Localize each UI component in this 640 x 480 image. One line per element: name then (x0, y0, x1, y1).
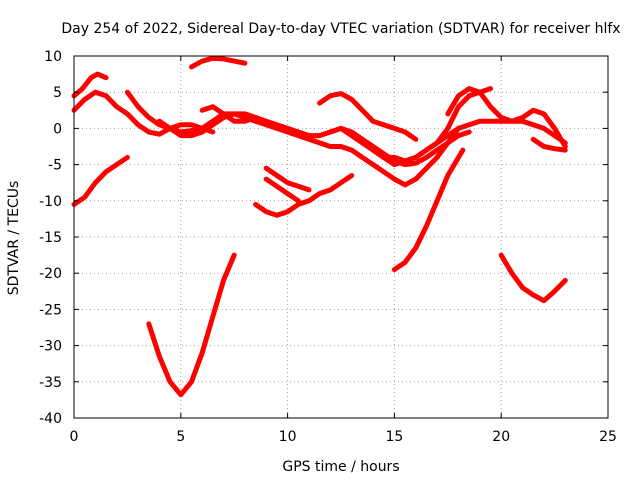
series-line-3 (71, 154, 130, 207)
series-line-15 (338, 125, 461, 188)
series-line-8 (199, 111, 269, 131)
series-line-10 (253, 173, 355, 218)
x-axis-title: GPS time / hours (282, 459, 399, 475)
y-tick-label: -20 (39, 266, 62, 282)
series-line-19 (498, 252, 568, 304)
grid-layer (74, 56, 608, 418)
axis-layer: 0 5 10 15 20 25 -40 -35 -30 -25 -20 -15 -10 -5 0 5 10 (39, 49, 617, 445)
y-tick-label: -40 (39, 411, 62, 427)
series-line-12 (263, 165, 312, 193)
series-line-20 (530, 136, 568, 153)
x-tick-label: 15 (385, 429, 403, 445)
series-line-1 (71, 71, 109, 99)
series-line-2 (71, 89, 216, 137)
series-line-18 (445, 86, 568, 149)
y-tick-label: -10 (39, 194, 62, 210)
x-tick-label: 0 (70, 429, 79, 445)
x-tick-label: 20 (492, 429, 510, 445)
y-tick-label: -5 (48, 158, 62, 174)
series-line-17 (391, 147, 466, 273)
series-line-13 (317, 91, 419, 142)
series-line-11 (263, 176, 301, 204)
series-layer (71, 55, 568, 398)
series-line-5 (156, 115, 226, 139)
y-axis-title: SDTVAR / TECUs (6, 181, 22, 296)
y-tick-label: 5 (53, 85, 62, 101)
x-tick-label: 5 (176, 429, 185, 445)
series-line-9 (146, 252, 237, 398)
y-tick-label: 10 (44, 49, 62, 65)
y-tick-label: -25 (39, 302, 62, 318)
y-tick-label: 0 (53, 121, 62, 137)
y-tick-label: -30 (39, 339, 62, 355)
x-tick-label: 25 (599, 429, 617, 445)
chart-title: Day 254 of 2022, Sidereal Day-to-day VTE… (61, 21, 620, 37)
series-line-6 (189, 55, 248, 70)
series-line-16 (359, 129, 472, 168)
y-tick-label: -15 (39, 230, 62, 246)
x-tick-label: 10 (279, 429, 297, 445)
series-line-14 (327, 86, 493, 164)
y-tick-label: -35 (39, 375, 62, 391)
